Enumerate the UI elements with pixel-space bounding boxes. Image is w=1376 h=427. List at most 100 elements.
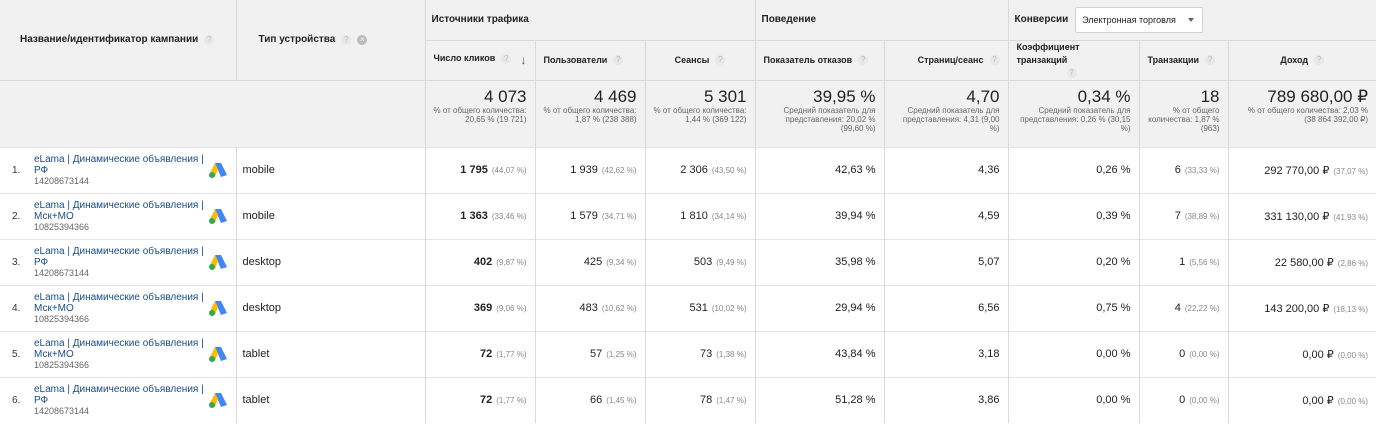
remove-dimension-icon[interactable]: × <box>357 34 368 45</box>
campaign-link[interactable]: eLama | Динамические объявления | Мск+МО <box>34 291 204 314</box>
campaign-cell: 6. eLama | Динамические объявления | РФ … <box>0 376 237 423</box>
revenue-cell: 0,00 ₽ (0,00 %) <box>1228 376 1376 423</box>
row-index: 1. <box>12 164 21 176</box>
campaign-link[interactable]: eLama | Динамические объявления | РФ <box>34 383 204 406</box>
device-cell: tablet <box>236 330 426 377</box>
column-header-row: Число кликов? ↓ Пользователи? Сеансы? Пок… <box>0 40 1376 80</box>
campaign-column-header[interactable]: Название/идентификатор кампании? <box>0 0 237 80</box>
users-cell: 66 (1,45 %) <box>535 376 646 423</box>
row-index: 4. <box>12 302 21 314</box>
pages-cell: 4,59 <box>884 192 1009 239</box>
help-icon[interactable]: ? <box>501 53 512 64</box>
table-row: 1. eLama | Динамические объявления | РФ … <box>0 146 1376 193</box>
group-header-row: Название/идентификатор кампании? Тип уст… <box>0 0 1376 80</box>
table-row: 6. eLama | Динамические объявления | РФ … <box>0 376 1376 423</box>
help-icon[interactable]: ? <box>715 55 726 66</box>
campaign-link[interactable]: eLama | Динамические объявления | РФ <box>34 153 204 176</box>
sessions-cell: 531 (10,02 %) <box>645 284 756 331</box>
campaign-link[interactable]: eLama | Динамические объявления | Мск+МО <box>34 199 204 222</box>
transactions-cell: 4 (22,22 %) <box>1139 284 1229 331</box>
col-clicks[interactable]: Число кликов? ↓ <box>425 40 536 80</box>
conversions-group-header: Конверсии Электронная торговля <box>1008 0 1376 41</box>
clicks-cell: 369 (9,06 %) <box>425 284 536 331</box>
conversion-cell: 0,26 % <box>1008 146 1140 193</box>
device-column-header[interactable]: Тип устройства? × <box>236 0 426 80</box>
bounce-cell: 43,84 % <box>755 330 885 377</box>
col-pages-per-session[interactable]: Страниц/сеанс? <box>884 40 1009 80</box>
help-icon[interactable]: ? <box>204 34 215 45</box>
col-revenue[interactable]: Доход? <box>1228 40 1376 80</box>
google-ads-logo-icon <box>208 393 227 409</box>
pages-cell: 4,36 <box>884 146 1009 193</box>
row-index: 3. <box>12 256 21 268</box>
bounce-cell: 35,98 % <box>755 238 885 285</box>
col-users[interactable]: Пользователи? <box>535 40 646 80</box>
clicks-cell: 1 795 (44,07 %) <box>425 146 536 193</box>
campaign-link[interactable]: eLama | Динамические объявления | РФ <box>34 245 204 268</box>
sort-desc-icon[interactable]: ↓ <box>520 53 527 67</box>
help-icon[interactable]: ? <box>858 55 869 66</box>
campaign-id: 14208673144 <box>34 405 90 416</box>
sessions-cell: 73 (1,38 %) <box>645 330 756 377</box>
campaign-id: 10825394366 <box>34 359 90 370</box>
google-ads-logo-icon <box>208 209 227 224</box>
table-row: 4. eLama | Динамические объявления | Мск… <box>0 284 1376 331</box>
google-ads-logo-icon <box>208 347 227 362</box>
device-cell: desktop <box>236 284 426 331</box>
revenue-cell: 292 770,00 ₽ (37,07 %) <box>1228 146 1376 193</box>
col-sessions[interactable]: Сеансы? <box>645 40 756 80</box>
campaign-id: 14208673144 <box>34 267 90 278</box>
clicks-cell: 72 (1,77 %) <box>425 330 536 377</box>
revenue-cell: 0,00 ₽ (0,00 %) <box>1228 330 1376 377</box>
google-ads-logo-icon <box>208 163 227 178</box>
chevron-down-icon <box>1187 17 1194 22</box>
sessions-cell: 503 (9,49 %) <box>645 238 756 285</box>
campaign-link[interactable]: eLama | Динамические объявления | Мск+МО <box>34 337 204 360</box>
help-icon[interactable]: ? <box>1205 55 1216 66</box>
behavior-group-header: Поведение <box>755 0 1009 41</box>
device-cell: tablet <box>236 376 426 423</box>
revenue-cell: 331 130,00 ₽ (41,93 %) <box>1228 192 1376 239</box>
table-row: 5. eLama | Динамические объявления | Мск… <box>0 330 1376 377</box>
campaign-id: 10825394366 <box>34 313 90 324</box>
help-icon[interactable]: ? <box>341 34 352 45</box>
campaign-cell: 2. eLama | Динамические объявления | Мск… <box>0 192 237 239</box>
conversion-cell: 0,75 % <box>1008 284 1140 331</box>
campaign-id: 14208673144 <box>34 175 90 186</box>
pages-cell: 6,56 <box>884 284 1009 331</box>
google-ads-logo-icon <box>208 301 227 316</box>
transactions-cell: 6 (33,33 %) <box>1139 146 1229 193</box>
table-row: 3. eLama | Динамические объявления | РФ … <box>0 238 1376 285</box>
table-row: 2. eLama | Динамические объявления | Мск… <box>0 192 1376 239</box>
pages-cell: 3,18 <box>884 330 1009 377</box>
conversion-type-select[interactable]: Электронная торговля <box>1075 6 1203 33</box>
clicks-cell: 72 (1,77 %) <box>425 376 536 423</box>
transactions-cell: 1 (5,56 %) <box>1139 238 1229 285</box>
transactions-cell: 0 (0,00 %) <box>1139 376 1229 423</box>
users-cell: 57 (1,25 %) <box>535 330 646 377</box>
users-cell: 1 939 (42,62 %) <box>535 146 646 193</box>
col-transactions[interactable]: Транзакции? <box>1139 40 1229 80</box>
clicks-cell: 402 (9,87 %) <box>425 238 536 285</box>
total-conversion-rate: 0,34 % Средний показатель для представлен… <box>1008 79 1140 147</box>
help-icon[interactable]: ? <box>1314 55 1325 66</box>
total-bounce-rate: 39,95 % Средний показатель для представле… <box>755 79 885 147</box>
help-icon[interactable]: ? <box>1066 68 1077 79</box>
campaign-cell: 3. eLama | Динамические объявления | РФ … <box>0 238 237 285</box>
bounce-cell: 39,94 % <box>755 192 885 239</box>
transactions-cell: 0 (0,00 %) <box>1139 330 1229 377</box>
clicks-cell: 1 363 (33,46 %) <box>425 192 536 239</box>
total-revenue: 789 680,00 ₽% от общего количества: 2,03… <box>1228 79 1376 147</box>
campaign-cell: 1. eLama | Динамические объявления | РФ … <box>0 146 237 193</box>
traffic-group-header: Источники трафика <box>425 0 756 41</box>
col-bounce-rate[interactable]: Показатель отказов? <box>755 40 885 80</box>
transactions-cell: 7 (38,89 %) <box>1139 192 1229 239</box>
google-ads-logo-icon <box>208 255 227 270</box>
bounce-cell: 51,28 % <box>755 376 885 423</box>
col-conversion-rate[interactable]: Коэффициент транзакций? <box>1008 40 1140 80</box>
conversion-cell: 0,00 % <box>1008 376 1140 423</box>
help-icon[interactable]: ? <box>989 55 1000 66</box>
help-icon[interactable]: ? <box>613 55 624 66</box>
conversion-cell: 0,00 % <box>1008 330 1140 377</box>
